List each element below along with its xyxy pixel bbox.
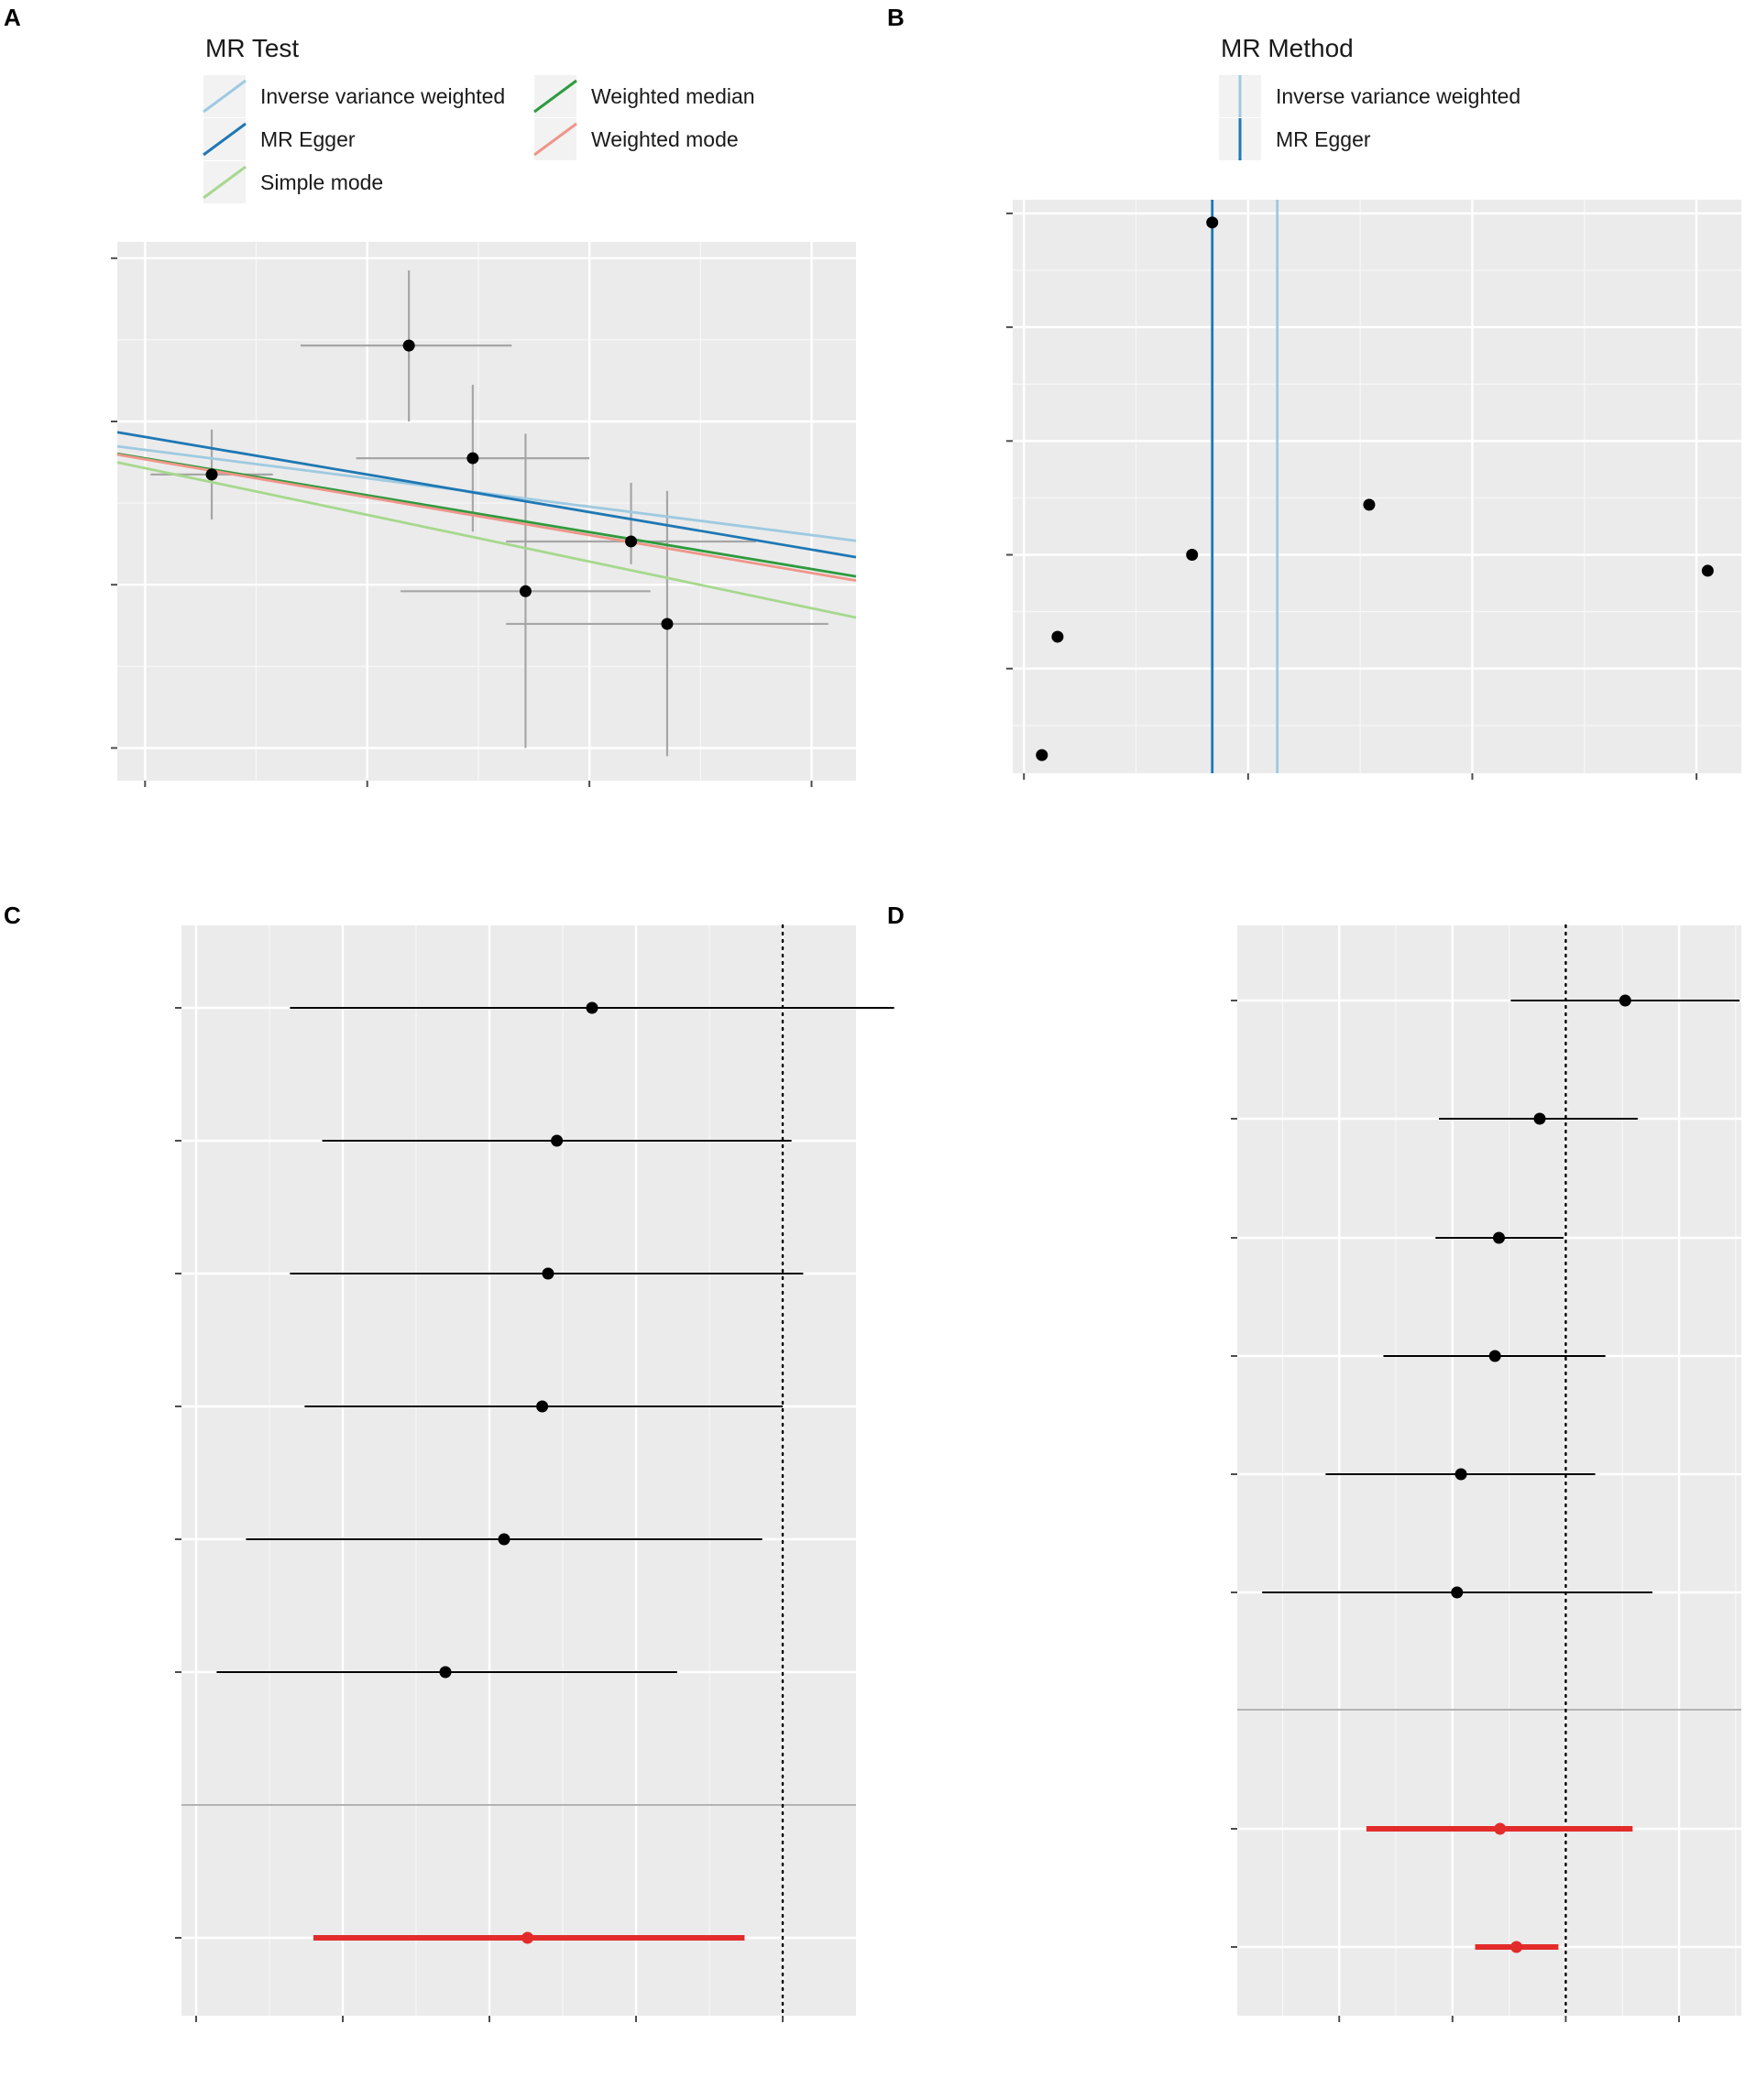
b-plot-background [1013, 200, 1741, 773]
panel-c-leave-one-out [175, 924, 894, 2022]
a-legend-label: Simple mode [260, 170, 383, 194]
c-point-estimate [439, 1666, 452, 1679]
d-point-estimate [1533, 1112, 1546, 1125]
a-regression-line [116, 431, 857, 559]
b-data-point [1186, 549, 1199, 562]
panel-label-d: D [887, 902, 905, 929]
a-data-point [519, 585, 532, 597]
panel-d-forest [1231, 924, 1741, 2022]
panel-label-c: C [4, 902, 21, 929]
d-plot-background [1237, 925, 1741, 2016]
a-legend-label: Weighted median [591, 84, 755, 108]
a-legend-title: MR Test [205, 34, 299, 62]
b-legend-label: MR Egger [1276, 127, 1371, 151]
a-data-point [661, 618, 674, 630]
b-data-point [1701, 564, 1714, 577]
a-legend-label: MR Egger [260, 127, 356, 151]
b-data-point [1036, 749, 1048, 761]
d-point-estimate [1488, 1350, 1501, 1362]
c-point-estimate [542, 1267, 554, 1280]
a-data-point [402, 339, 415, 352]
c-point-estimate [586, 1001, 598, 1014]
a-legend-key-line [533, 79, 577, 114]
d-point-estimate [1510, 1941, 1523, 1953]
a-regression-line [116, 461, 857, 619]
b-data-point [1051, 630, 1064, 643]
a-regression-line [116, 452, 857, 578]
d-point-estimate [1454, 1468, 1467, 1481]
a-legend-key-line [203, 79, 247, 114]
panel-a-scatter: MR Test Inverse variance weighted MR Egger… [111, 34, 857, 787]
a-plot-background [117, 242, 856, 781]
panel-label-a: A [4, 4, 21, 31]
d-point-estimate [1494, 1822, 1507, 1835]
c-point-estimate [536, 1400, 549, 1413]
c-point-estimate [498, 1533, 510, 1546]
panel-b-funnel: MR Method Inverse variance weighted MR Egg… [1006, 34, 1741, 780]
d-point-estimate [1493, 1231, 1506, 1244]
b-data-point [1363, 498, 1376, 511]
c-point-estimate [521, 1931, 534, 1944]
a-legend-key-line [203, 165, 247, 200]
c-plot-background [181, 925, 856, 2016]
b-legend-label: Inverse variance weighted [1276, 84, 1520, 108]
a-legend-key-line [203, 122, 247, 157]
d-point-estimate [1619, 994, 1631, 1007]
c-point-estimate [551, 1134, 564, 1147]
a-legend-key-line [533, 122, 577, 157]
a-legend-label: Inverse variance weighted [260, 84, 505, 108]
b-legend-title: MR Method [1221, 34, 1354, 62]
a-data-point [205, 468, 218, 481]
a-data-point [466, 452, 479, 465]
d-point-estimate [1451, 1586, 1464, 1599]
panel-label-b: B [887, 4, 905, 31]
a-legend-label: Weighted mode [591, 127, 739, 151]
a-regression-line [116, 453, 857, 583]
a-data-point [625, 535, 638, 548]
b-data-point [1206, 216, 1219, 229]
